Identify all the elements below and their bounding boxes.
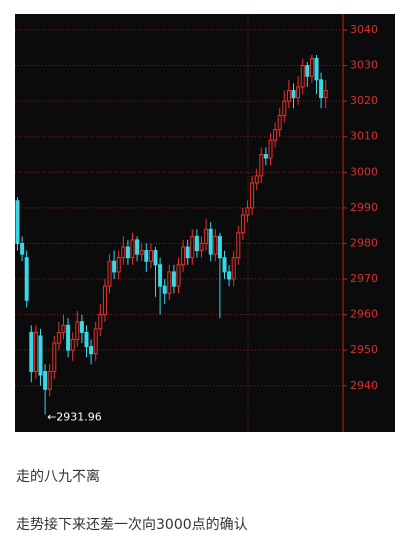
y-tick-label: 2970	[350, 272, 378, 285]
candle-body	[20, 242, 25, 255]
candle-body	[254, 175, 259, 184]
candle-body	[148, 250, 153, 262]
candle-body	[93, 328, 98, 355]
candle-body	[222, 257, 227, 273]
candle-body	[43, 371, 48, 390]
candle-body	[102, 285, 107, 316]
candle-body	[227, 271, 232, 280]
candle-body	[236, 232, 241, 259]
candle-body	[98, 314, 103, 330]
candle-body	[79, 321, 84, 333]
candle-body	[194, 235, 199, 252]
candle-body	[204, 228, 209, 244]
candle-body	[66, 324, 71, 351]
candle-body	[162, 285, 167, 294]
candle-body	[190, 235, 195, 259]
candle-body	[314, 57, 319, 81]
candle-body	[309, 57, 314, 77]
annotation: ←2931.96	[47, 410, 102, 423]
chart-background	[15, 14, 395, 432]
candle-body	[176, 264, 181, 287]
y-tick-label: 3020	[350, 94, 378, 107]
candle-body	[107, 260, 112, 287]
candle-body	[231, 257, 236, 280]
candle-body	[217, 235, 222, 259]
candle-body	[130, 239, 135, 259]
y-tick-label: 2960	[350, 308, 378, 321]
candle-body	[277, 114, 282, 131]
chart: 2940 2950 2960 2970 2980 2990 3000 3010 3020 3030…	[15, 14, 395, 432]
candle-body	[139, 250, 144, 255]
y-tick-label: 2950	[350, 343, 378, 356]
candle-body	[286, 89, 291, 102]
candle-body	[300, 65, 305, 88]
candle-body	[112, 260, 117, 273]
y-tick-label: 3010	[350, 130, 378, 143]
y-tick-label: 2940	[350, 379, 378, 392]
candle-body	[52, 342, 57, 373]
note: 走的八九不离	[16, 469, 100, 485]
candle-body	[121, 246, 126, 259]
candle-body	[213, 235, 218, 255]
candle-body	[56, 331, 61, 344]
candle-body	[167, 271, 172, 294]
candle-body	[158, 264, 163, 287]
y-tick-label: 3000	[350, 165, 378, 178]
candle-body	[29, 331, 34, 373]
candle-body	[282, 100, 287, 116]
candle-body	[181, 246, 186, 266]
candle-body	[263, 154, 268, 159]
candle-body	[70, 339, 75, 351]
candle-body	[153, 250, 158, 266]
candle-body	[268, 139, 273, 159]
candle-body	[47, 371, 52, 390]
candle-body	[199, 242, 204, 252]
candle-body	[38, 335, 43, 376]
candle-body	[89, 346, 94, 355]
candle-body	[24, 257, 29, 301]
candle-body	[291, 89, 296, 99]
candle-body	[250, 182, 255, 209]
candle-body	[15, 200, 20, 244]
y-tick-label: 3030	[350, 59, 378, 72]
candle-body	[245, 207, 250, 216]
candle-body	[171, 271, 176, 287]
candle-body	[240, 214, 245, 234]
candle-body	[61, 324, 66, 333]
candle-body	[33, 331, 38, 373]
candle-body	[144, 250, 149, 262]
candle-body	[323, 89, 328, 99]
y-tick-label: 2980	[350, 236, 378, 249]
candle-body	[125, 246, 130, 259]
note: 走势接下来还差一次向3000点的确认	[16, 517, 248, 533]
candle-body	[75, 321, 80, 341]
candle-body	[319, 79, 324, 99]
candle-body	[116, 257, 121, 273]
candle-body	[208, 228, 213, 255]
candle-body	[259, 154, 264, 177]
y-tick-label: 2990	[350, 201, 378, 214]
candle-body	[135, 239, 140, 255]
candle-body	[273, 129, 278, 141]
candle-body	[185, 246, 190, 259]
candle-body	[296, 86, 301, 99]
y-tick-label: 3040	[350, 23, 378, 36]
candle-body	[305, 65, 310, 77]
candle-body	[84, 331, 89, 348]
